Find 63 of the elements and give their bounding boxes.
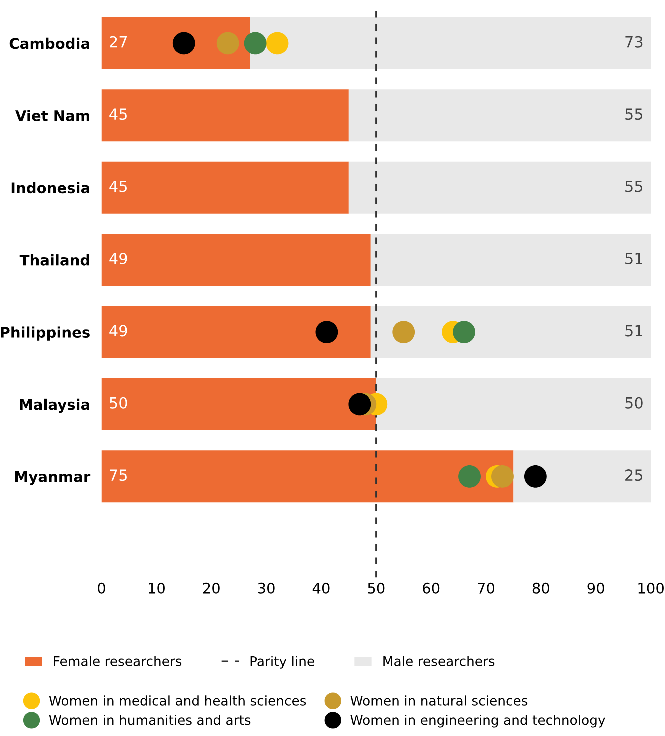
data-label: 55 <box>626 180 643 192</box>
data-label: 45 <box>110 108 127 120</box>
bar <box>102 162 349 214</box>
data-label: 45 <box>110 180 127 192</box>
point <box>492 465 514 488</box>
y-tick-label: Indonesia <box>12 182 90 194</box>
bar <box>514 450 652 503</box>
legend-label: Women in engineering and technology <box>350 715 606 728</box>
x-tick-label: 0 <box>98 582 106 594</box>
x-tick-label: 90 <box>588 582 604 594</box>
y-tick-label: Viet Nam <box>15 110 90 122</box>
y-tick-label: Thailand <box>20 254 90 266</box>
data-label: 50 <box>626 397 643 409</box>
data-label: 27 <box>110 36 128 48</box>
bar <box>102 234 371 286</box>
legend-label: Parity line <box>250 656 314 669</box>
bar <box>250 17 652 70</box>
bar <box>102 450 514 503</box>
point <box>453 321 476 344</box>
point <box>392 321 416 344</box>
bar <box>102 378 376 430</box>
y-tick-label: Malaysia <box>20 398 90 414</box>
point <box>458 465 481 488</box>
bar <box>348 162 652 214</box>
bar <box>370 306 652 358</box>
bar <box>376 378 652 430</box>
x-tick-label: 60 <box>423 582 440 594</box>
bar <box>348 90 652 142</box>
y-tick-label: Philippines <box>1 326 90 341</box>
bar <box>370 234 652 286</box>
x-tick-label: 30 <box>258 582 275 594</box>
x-tick-label: 100 <box>638 582 664 594</box>
x-tick-label: 70 <box>478 582 495 594</box>
point <box>266 32 289 55</box>
data-label: 73 <box>626 36 643 48</box>
legend-label: Women in medical and health sciences <box>49 696 306 706</box>
legend-label: Male researchers <box>384 656 495 666</box>
x-tick-label: 20 <box>203 582 220 594</box>
data-label: 51 <box>626 253 642 264</box>
legend-label: Female researchers <box>54 656 182 666</box>
bar <box>102 306 371 358</box>
y-tick-label: Myanmar <box>16 472 91 486</box>
point <box>172 32 196 55</box>
data-label: 49 <box>110 252 128 264</box>
point <box>216 32 240 55</box>
legend-label: Women in natural sciences <box>350 696 528 706</box>
legend-label: Women in humanities and arts <box>49 715 251 726</box>
point <box>244 32 267 55</box>
point <box>524 465 547 488</box>
point <box>348 393 372 416</box>
x-tick-label: 80 <box>532 582 550 594</box>
point <box>316 321 338 344</box>
x-tick-label: 50 <box>368 582 385 594</box>
x-tick-label: 40 <box>312 582 330 594</box>
x-tick-label: 10 <box>148 582 165 594</box>
y-tick-label: Cambodia <box>10 38 90 50</box>
data-label: 49 <box>110 325 128 337</box>
bar <box>102 90 349 142</box>
data-label: 50 <box>110 397 128 409</box>
data-label: 51 <box>626 325 642 337</box>
data-label: 75 <box>110 470 127 482</box>
data-label: 55 <box>626 108 643 120</box>
data-label: 25 <box>626 470 643 482</box>
